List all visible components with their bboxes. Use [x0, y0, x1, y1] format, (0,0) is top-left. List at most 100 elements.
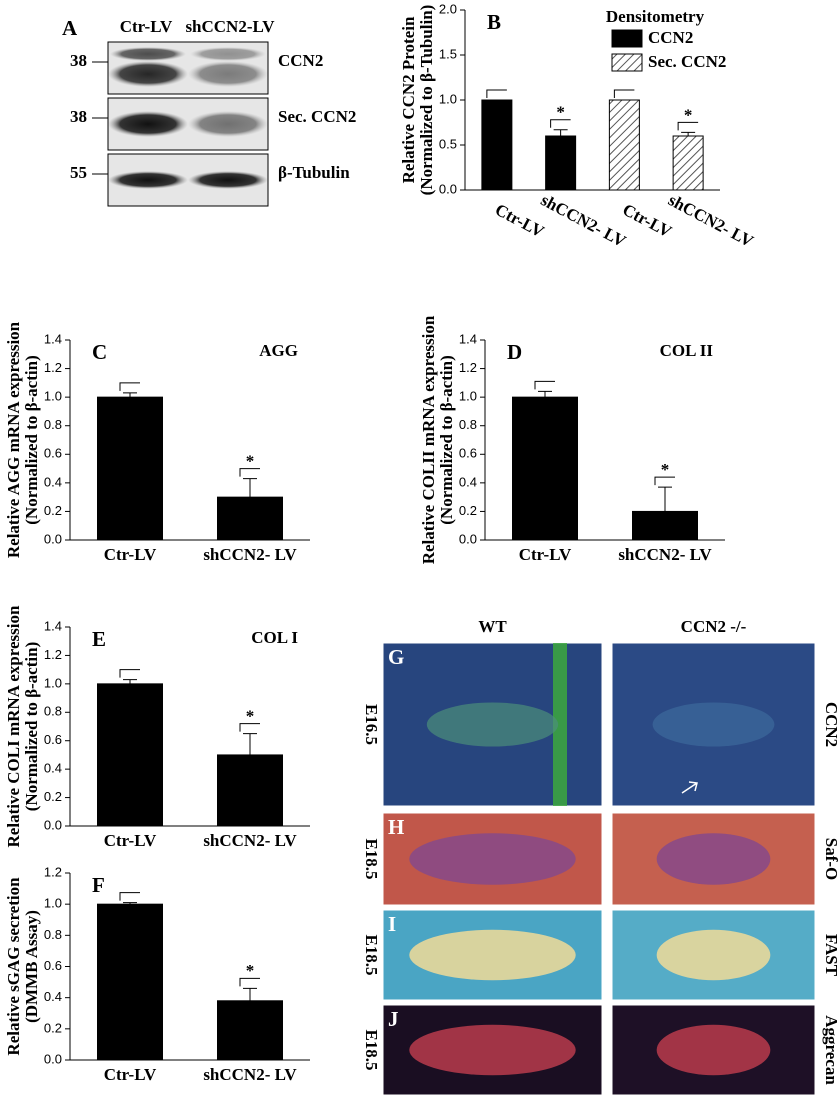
x-tick-label: shCCN2- LV	[203, 1065, 297, 1084]
bracket	[654, 476, 675, 486]
chart-title: AGG	[259, 341, 298, 360]
bracket	[119, 669, 140, 678]
y-tick-label: 1.2	[44, 647, 62, 662]
joint-region	[656, 1024, 771, 1076]
bar	[545, 135, 577, 191]
error-bar	[123, 902, 137, 905]
bracket	[550, 119, 571, 128]
y-tick-label: 0.6	[44, 958, 62, 973]
stain-label: Aggrecan	[822, 1015, 840, 1085]
bar	[97, 683, 163, 827]
lane-label: Ctr-LV	[120, 17, 173, 36]
error-bar	[243, 478, 257, 498]
stain-label: CCN2	[822, 702, 840, 747]
y-tick-label: 0.5	[439, 136, 457, 151]
y-axis-label: Relative COLII mRNA expression	[419, 315, 438, 564]
bar	[632, 510, 698, 541]
error-bar	[123, 679, 137, 684]
stage-label: E16.5	[362, 704, 381, 745]
y-axis-label: (DMMB Assay)	[22, 910, 41, 1023]
y-tick-label: 0.4	[44, 761, 62, 776]
y-tick-label: 0.0	[459, 531, 477, 546]
y-tick-label: 0.2	[44, 789, 62, 804]
stain-label: Saf-O	[822, 838, 840, 881]
x-tick-label: shCCN2- LV	[618, 545, 712, 564]
y-tick-label: 1.2	[44, 864, 62, 879]
stage-label: E18.5	[362, 934, 381, 975]
y-tick-label: 1.0	[44, 675, 62, 690]
blot-label: Sec. CCN2	[278, 107, 356, 126]
blot-band	[188, 171, 268, 189]
joint-region	[409, 929, 576, 981]
x-tick-label: Ctr-LV	[104, 831, 157, 850]
y-tick-label: 1.0	[44, 896, 62, 911]
y-tick-label: 0.8	[44, 704, 62, 719]
y-tick-label: 1.4	[44, 331, 62, 346]
bracket	[677, 121, 699, 131]
panel-label: A	[62, 16, 78, 40]
lane-label: shCCN2-LV	[185, 17, 275, 36]
green-signal	[553, 643, 567, 806]
y-tick-label: 0.4	[44, 474, 62, 489]
bar	[512, 396, 578, 541]
blot-band	[190, 47, 266, 61]
significance: *	[246, 451, 255, 470]
panel-label: D	[507, 340, 522, 364]
stain-label: FAST	[822, 934, 840, 977]
y-tick-label: 0.4	[459, 474, 477, 489]
y-tick-label: 1.0	[44, 389, 62, 404]
joint-region	[409, 833, 576, 885]
y-tick-label: 0.6	[459, 446, 477, 461]
y-tick-label: 1.0	[439, 91, 457, 106]
bracket	[486, 89, 507, 98]
bracket	[239, 468, 260, 477]
bracket	[534, 380, 555, 390]
y-tick-label: 1.4	[44, 618, 62, 633]
joint-region	[656, 833, 771, 885]
error-bar	[553, 129, 568, 136]
error-bar	[681, 131, 696, 136]
bar	[608, 99, 640, 191]
x-tick-label: Ctr-LV	[104, 1065, 157, 1084]
y-tick-label: 1.5	[439, 46, 457, 61]
bracket	[119, 382, 140, 391]
y-tick-label: 0.8	[44, 927, 62, 942]
y-tick-label: 0.0	[44, 531, 62, 546]
y-tick-label: 0.6	[44, 732, 62, 747]
x-tick-label: Ctr-LV	[104, 545, 157, 564]
y-axis-label: Relative COLI mRNA expression	[4, 605, 23, 847]
y-tick-label: 0.4	[44, 989, 62, 1004]
panel-label: C	[92, 340, 107, 364]
y-tick-label: 1.0	[459, 389, 477, 404]
arrow	[681, 781, 698, 794]
y-axis-label: Relative sGAG secretion	[4, 877, 23, 1056]
error-bar	[243, 733, 257, 755]
molecular-weight: 55	[70, 163, 87, 182]
bar	[672, 135, 704, 191]
y-tick-label: 0.6	[44, 446, 62, 461]
blot-band	[108, 111, 188, 137]
y-tick-label: 1.4	[459, 331, 477, 346]
molecular-weight: 38	[70, 107, 87, 126]
y-tick-label: 1.2	[44, 360, 62, 375]
legend-swatch	[611, 53, 643, 72]
y-tick-label: 0.8	[44, 417, 62, 432]
bracket	[239, 723, 260, 732]
chart-title: COL II	[660, 341, 714, 360]
column-label: CCN2 -/-	[681, 617, 747, 636]
significance: *	[684, 105, 693, 124]
bracket	[119, 892, 140, 901]
y-tick-label: 0.0	[44, 817, 62, 832]
error-bar	[243, 987, 257, 1001]
bar	[97, 903, 163, 1061]
y-axis-label: (Normalized to β-actin)	[437, 355, 456, 524]
y-tick-label: 0.8	[459, 417, 477, 432]
y-axis-label: (Normalized to β-actin)	[22, 355, 41, 524]
y-tick-label: 2.0	[439, 1, 457, 16]
panel-label: F	[92, 873, 105, 897]
bar	[217, 496, 283, 541]
blot-band	[188, 61, 268, 87]
significance: *	[246, 707, 255, 726]
significance: *	[556, 103, 565, 122]
blot-band	[108, 61, 188, 87]
